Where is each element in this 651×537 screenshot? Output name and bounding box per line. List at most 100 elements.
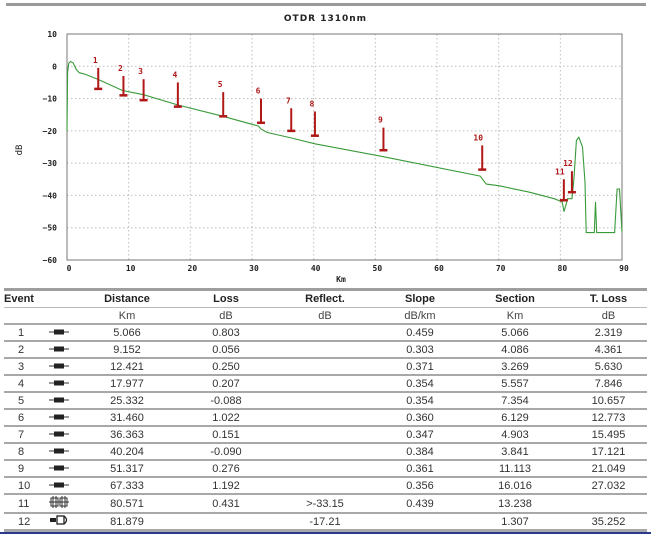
event-marker[interactable]: 8	[310, 99, 319, 137]
cell-event-type	[42, 425, 72, 443]
table-row[interactable]: 12 81.879 -17.21 1.307 35.252	[4, 512, 647, 532]
event-table-container: Event Distance Loss Reflect. Slope Secti…	[4, 288, 647, 532]
cell-reflect	[270, 442, 380, 460]
chart-title: OTDR 1310nm	[283, 14, 368, 24]
cell-slope: 0.347	[380, 425, 460, 443]
cell-tloss	[570, 493, 647, 513]
x-tick-label: 90	[619, 264, 629, 273]
event-marker-label: 12	[563, 159, 573, 168]
unit-event	[4, 307, 42, 324]
cell-loss: 0.151	[182, 425, 270, 443]
y-tick-label: 0	[52, 62, 57, 71]
table-row[interactable]: 6 31.460 1.022 0.360 6.129 12.773	[4, 408, 647, 426]
cell-loss: 1.022	[182, 408, 270, 426]
event-marker[interactable]: 9	[378, 116, 388, 152]
cell-event: 2	[4, 340, 42, 358]
cell-distance: 17.977	[72, 374, 182, 392]
table-row[interactable]: 1 5.066 0.803 0.459 5.066 2.319	[4, 323, 647, 341]
y-tick-label: 10	[47, 30, 57, 39]
cell-distance: 5.066	[72, 323, 182, 341]
plot-frame	[66, 33, 623, 261]
y-axis-label: dB	[15, 145, 25, 156]
event-marker[interactable]: 2	[118, 64, 128, 97]
table-units-row: Km dB dB dB/km Km dB	[4, 307, 647, 324]
y-tick-label: −60	[43, 256, 58, 265]
cell-reflect	[270, 459, 380, 477]
table-row[interactable]: 11 80.571 0.431 >-33.15 0.439 13.238	[4, 493, 647, 513]
cell-reflect	[270, 374, 380, 392]
fiber-end-icon	[50, 515, 68, 525]
cell-slope: 0.384	[380, 442, 460, 460]
cell-section: 11.113	[460, 459, 570, 477]
x-tick-label: 10	[126, 264, 136, 273]
event-marker[interactable]: 7	[286, 96, 296, 133]
cell-tloss: 35.252	[570, 512, 647, 532]
connector-icon	[49, 496, 69, 508]
cell-reflect	[270, 391, 380, 409]
cell-event-type	[42, 459, 72, 477]
unit-tloss: dB	[570, 307, 647, 324]
cell-event: 10	[4, 476, 42, 494]
cell-tloss: 12.773	[570, 408, 647, 426]
cell-section: 5.066	[460, 323, 570, 341]
event-marker[interactable]: 3	[138, 67, 148, 102]
event-marker[interactable]: 5	[218, 80, 228, 118]
cell-loss: 0.803	[182, 323, 270, 341]
cell-reflect	[270, 476, 380, 494]
cell-event-type	[42, 442, 72, 460]
cell-tloss: 21.049	[570, 459, 647, 477]
cell-event: 5	[4, 391, 42, 409]
cell-reflect	[270, 408, 380, 426]
cell-section: 4.086	[460, 340, 570, 358]
cell-event-type	[42, 512, 72, 532]
cell-event: 9	[4, 459, 42, 477]
event-marker-label: 5	[218, 80, 223, 89]
cell-tloss: 7.846	[570, 374, 647, 392]
x-axis-label: Km	[336, 275, 346, 284]
cell-tloss: 10.657	[570, 391, 647, 409]
event-marker-label: 8	[310, 99, 315, 108]
splice-icon	[49, 397, 69, 402]
event-marker[interactable]: 12	[563, 159, 576, 194]
cell-tloss: 2.319	[570, 323, 647, 341]
cell-loss: 0.276	[182, 459, 270, 477]
y-tick-label: −50	[43, 224, 58, 233]
header-loss: Loss	[182, 288, 270, 308]
event-marker[interactable]: 10	[473, 133, 487, 171]
cell-slope: 0.459	[380, 323, 460, 341]
header-reflect: Reflect.	[270, 288, 380, 308]
cell-slope: 0.439	[380, 493, 460, 513]
table-header-row: Event Distance Loss Reflect. Slope Secti…	[4, 288, 647, 308]
cell-distance: 36.363	[72, 425, 182, 443]
table-row[interactable]: 4 17.977 0.207 0.354 5.557 7.846	[4, 374, 647, 392]
cell-tloss: 27.032	[570, 476, 647, 494]
table-row[interactable]: 5 25.332 -0.088 0.354 7.354 10.657	[4, 391, 647, 409]
event-marker[interactable]: 6	[256, 87, 266, 125]
x-tick-label: 80	[558, 264, 568, 273]
x-tick-label: 50	[373, 264, 383, 273]
cell-loss: 0.056	[182, 340, 270, 358]
cell-section: 5.557	[460, 374, 570, 392]
event-marker[interactable]: 11	[555, 167, 568, 202]
table-row[interactable]: 2 9.152 0.056 0.303 4.086 4.361	[4, 340, 647, 358]
cell-event: 11	[4, 493, 42, 513]
cell-reflect	[270, 323, 380, 341]
event-marker[interactable]: 1	[93, 56, 103, 91]
cell-event: 6	[4, 408, 42, 426]
cell-loss: -0.090	[182, 442, 270, 460]
event-table-body: 1 5.066 0.803 0.459 5.066 2.319 2 9.152 0.056 0.3…	[4, 323, 647, 532]
event-table: Event Distance Loss Reflect. Slope Secti…	[4, 288, 647, 532]
event-marker-label: 10	[473, 133, 483, 142]
cell-slope: 0.354	[380, 391, 460, 409]
event-marker[interactable]: 4	[172, 70, 182, 108]
table-row[interactable]: 8 40.204 -0.090 0.384 3.841 17.121	[4, 442, 647, 460]
table-row[interactable]: 10 67.333 1.192 0.356 16.016 27.032	[4, 476, 647, 494]
header-slope: Slope	[380, 288, 460, 308]
cell-reflect: >-33.15	[270, 493, 380, 513]
table-row[interactable]: 7 36.363 0.151 0.347 4.903 15.495	[4, 425, 647, 443]
table-row[interactable]: 9 51.317 0.276 0.361 11.113 21.049	[4, 459, 647, 477]
cell-event: 7	[4, 425, 42, 443]
table-row[interactable]: 3 12.421 0.250 0.371 3.269 5.630	[4, 357, 647, 375]
y-tick-label: −40	[43, 191, 58, 200]
header-section: Section	[460, 288, 570, 308]
